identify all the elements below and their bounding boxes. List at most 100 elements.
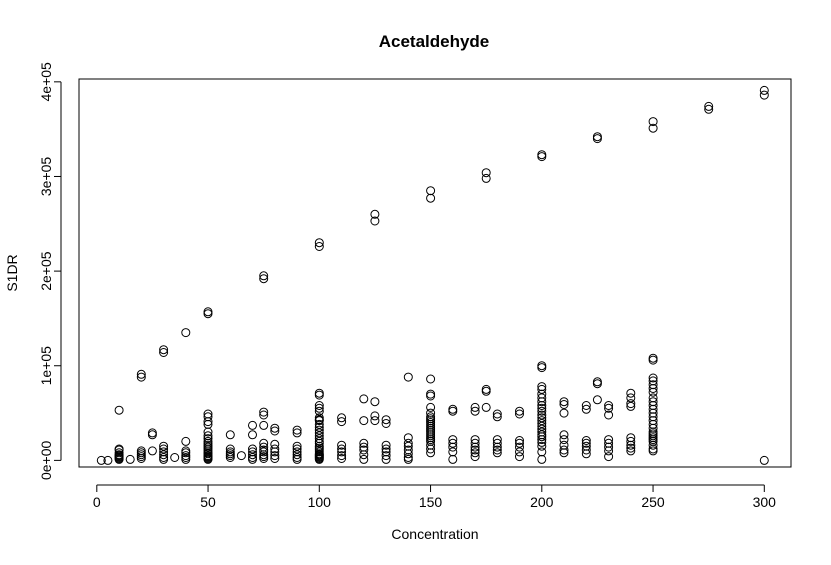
data-point [337,454,347,463]
data-point [370,416,380,426]
data-point [592,379,602,389]
data-point [581,449,591,459]
data-point [470,406,480,416]
data-point [604,403,614,413]
data-point [581,401,591,410]
data-point [704,104,714,114]
data-point [359,450,369,460]
data-point [470,438,480,448]
data-point [292,425,302,435]
y-tick-label: 3e+05 [38,157,54,197]
data-point [648,440,658,450]
data-point [203,307,213,317]
data-point [370,397,380,407]
y-tick-label: 1e+05 [38,346,54,386]
data-point [337,440,347,450]
data-point [270,447,280,457]
data-point [403,438,413,448]
data-point [259,447,269,457]
data-point [481,402,491,412]
data-point [559,435,569,445]
data-point [270,426,280,436]
data-point [648,117,658,127]
data-point [426,444,436,454]
data-point [114,454,124,464]
data-point [426,186,436,196]
x-tick-label: 150 [419,494,443,510]
data-point [537,397,547,407]
data-point [314,415,324,425]
data-point [181,436,191,446]
data-point [381,451,391,461]
data-point [604,452,614,462]
data-point [203,427,213,437]
data-point [314,454,324,464]
data-point [481,386,491,396]
x-tick-label: 0 [93,494,101,510]
data-point [259,407,269,417]
data-point [381,444,391,454]
y-tick-label: 2e+05 [38,251,54,291]
data-point [604,442,614,452]
data-point [481,173,491,183]
data-point [147,430,157,440]
data-point [103,455,113,465]
data-point [203,417,213,427]
y-axis: 0e+00 1e+05 2e+05 3e+05 4e+05 [38,62,62,481]
data-point [537,150,547,160]
data-point [704,101,714,111]
data-point [626,388,636,398]
data-point [96,455,106,465]
x-tick-label: 50 [200,494,216,510]
data-point [626,436,636,446]
data-point [181,448,191,458]
data-point [492,445,502,455]
data-point [236,451,246,461]
data-point [515,438,524,448]
data-point [114,405,124,415]
data-point [537,363,547,373]
x-tick-label: 100 [308,494,332,510]
y-tick-label: 0e+00 [38,441,54,481]
data-point [292,450,302,460]
data-point [292,428,302,438]
data-point [492,412,502,422]
data-point [136,369,146,379]
data-point [759,90,769,100]
data-point [259,438,269,448]
data-point [314,390,324,400]
data-point [314,401,324,410]
data-point [537,432,547,442]
data-point [181,328,191,338]
data-point [337,451,347,461]
data-point [492,448,502,458]
chart-title: Acetaldehyde [379,32,490,51]
data-point [581,436,591,445]
data-point [426,374,436,384]
data-point [359,445,369,455]
data-point [537,403,547,413]
data-point [559,448,569,458]
data-point [515,406,524,416]
data-point [470,452,480,462]
data-point [592,132,602,142]
data-point [337,447,347,457]
data-point [515,442,524,452]
data-point [337,444,347,454]
data-point [470,402,480,412]
data-point [648,387,658,397]
data-point [626,446,636,456]
x-tick-label: 300 [753,494,777,510]
data-point [270,423,280,433]
data-point [515,452,524,462]
data-point [626,443,636,453]
x-axis: 0 50 100 150 200 250 300 [93,484,777,510]
data-point [470,445,480,455]
data-point [314,242,324,251]
data-point [381,454,391,464]
data-point [270,451,280,461]
data-point [581,404,591,414]
data-point [248,450,257,460]
data-point [481,168,491,178]
